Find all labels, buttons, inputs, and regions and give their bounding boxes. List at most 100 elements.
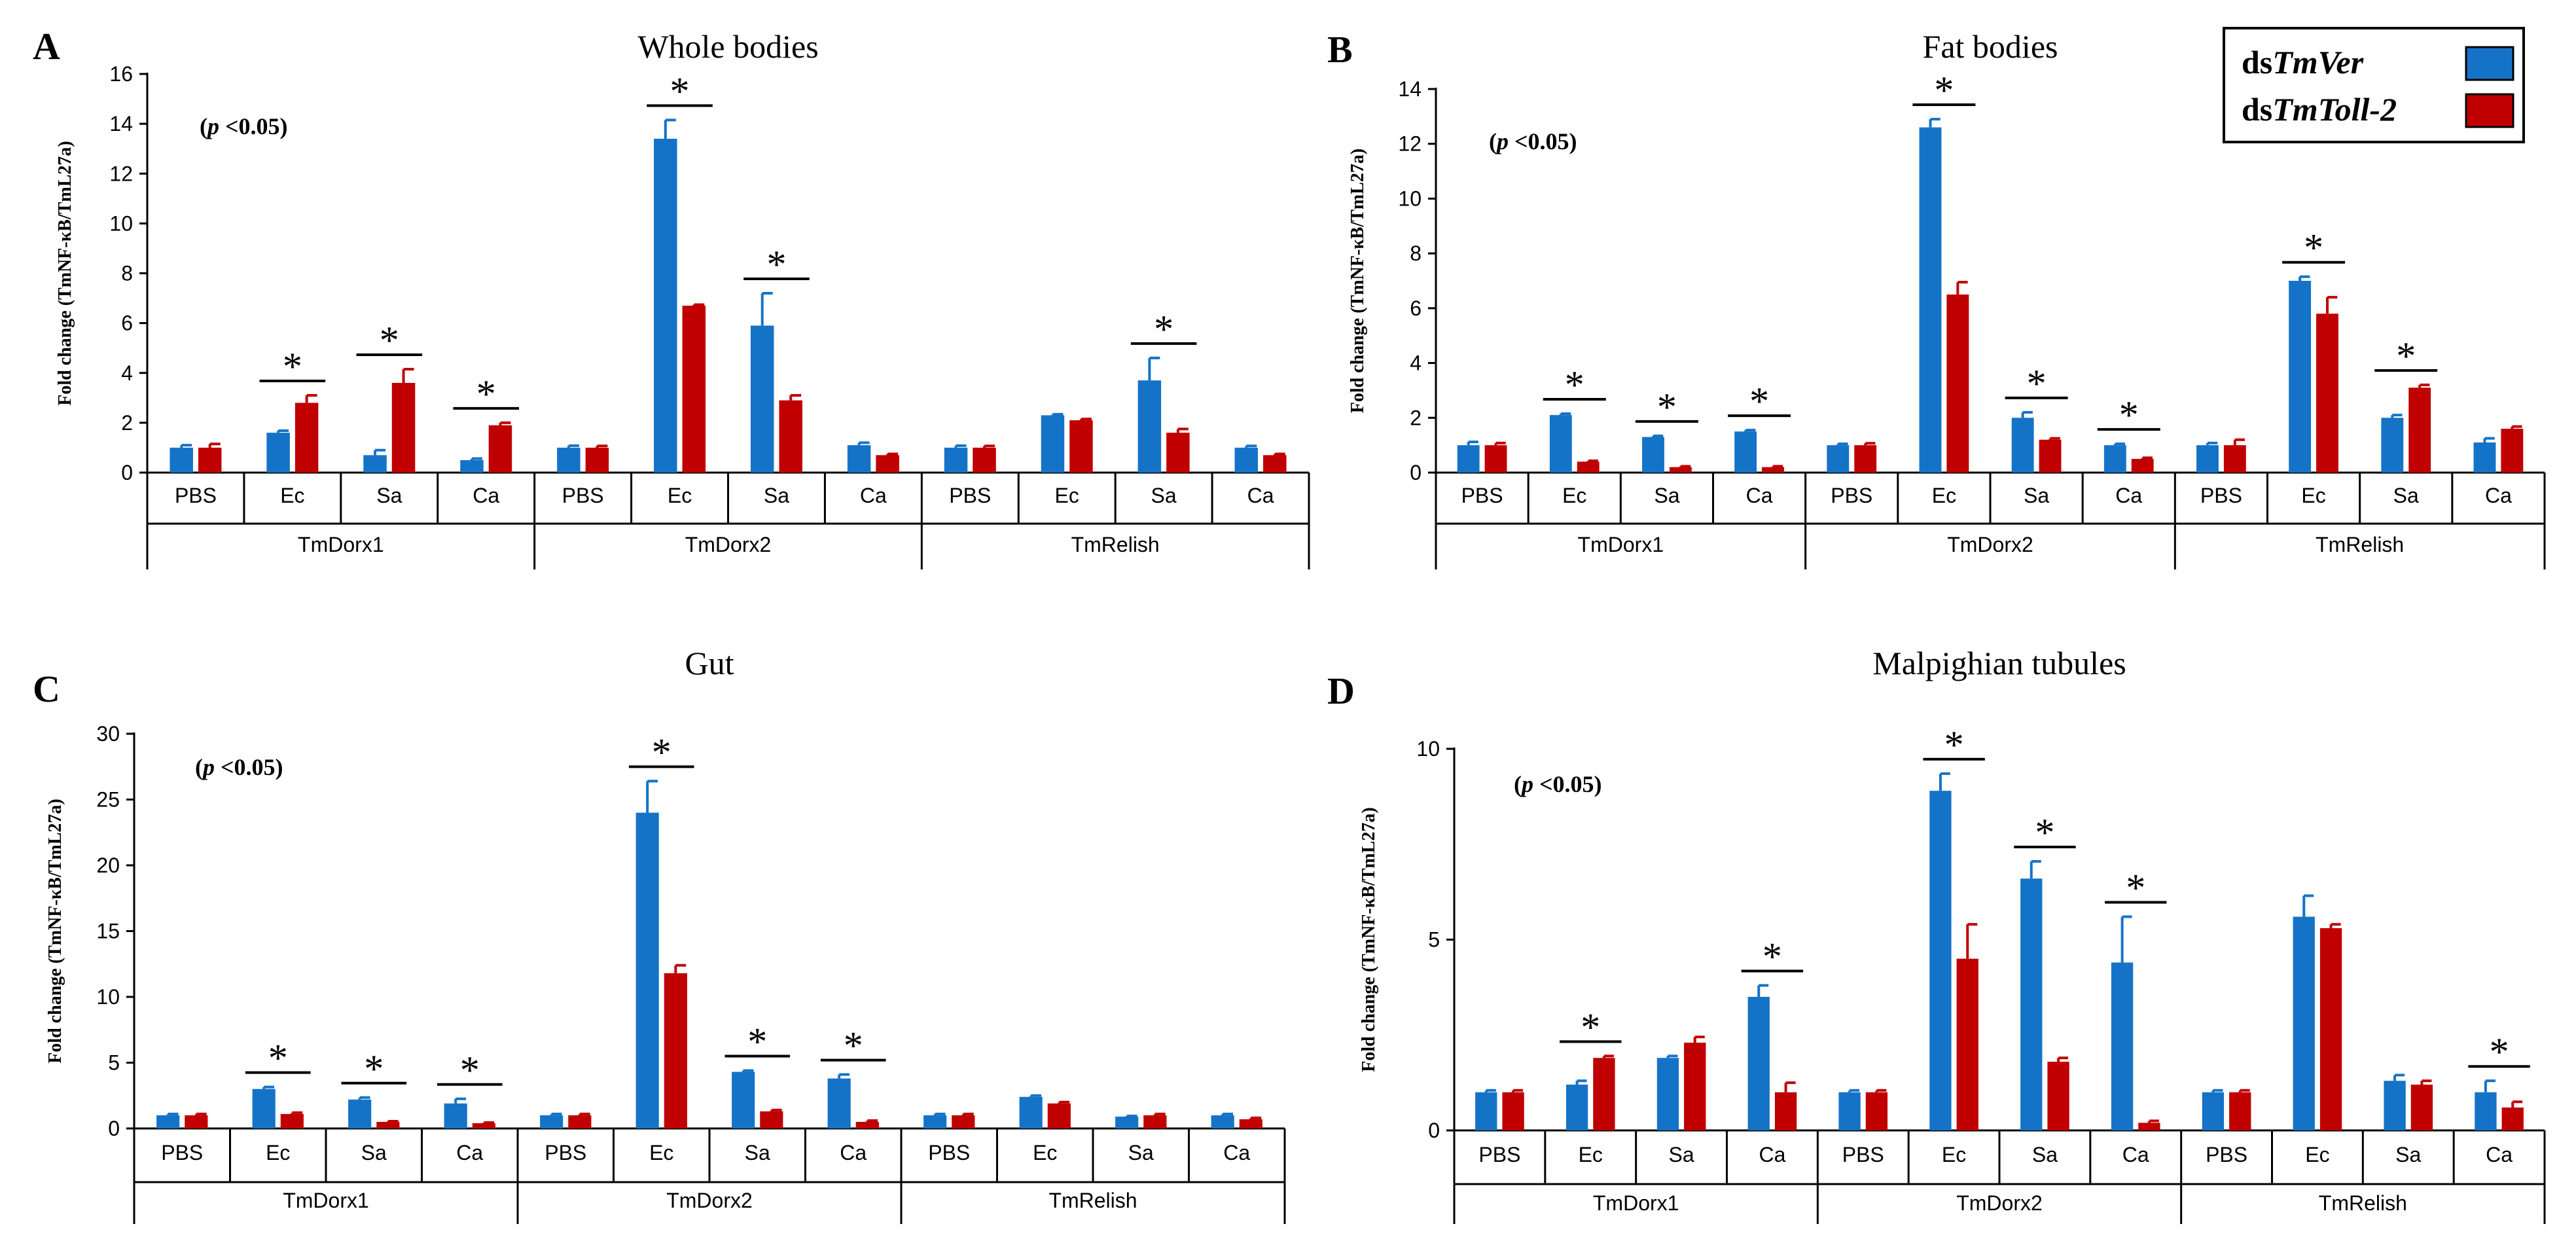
significance-star: * [476, 372, 496, 416]
bar-series-a [2475, 1092, 2497, 1130]
bar-series-b [1865, 1092, 1888, 1130]
bar-series-a [1115, 1116, 1139, 1128]
bar-series-a [444, 1103, 467, 1128]
bar-series-a [1747, 996, 1770, 1130]
bar-series-b [2319, 928, 2342, 1130]
significance-star: * [1657, 386, 1677, 429]
bar-series-b [973, 447, 996, 473]
panel-a: A Whole bodies (p <0.05) Fold change (TmNF-… [33, 25, 1310, 569]
significance-star: * [2304, 226, 2323, 270]
bar-series-a [2020, 878, 2043, 1130]
x-tick-label: PBS [1461, 484, 1503, 507]
bar-series-b [2408, 387, 2431, 473]
x-tick-label: Sa [745, 1141, 770, 1164]
bar-series-a [2196, 445, 2219, 473]
x-tick-label: PBS [2200, 484, 2242, 507]
y-tick-label: 12 [1398, 132, 1422, 156]
y-tick-label: 12 [109, 162, 133, 185]
x-tick-label: PBS [928, 1141, 970, 1164]
bar-series-b [779, 400, 802, 473]
bar-series-b [1143, 1115, 1167, 1128]
x-tick-label: PBS [2206, 1143, 2247, 1166]
bar-series-a [923, 1115, 947, 1128]
bar-series-a [1019, 1096, 1043, 1128]
x-tick-label: PBS [562, 484, 604, 507]
bar-series-a [156, 1115, 180, 1128]
significance-star: * [1944, 723, 1964, 766]
x-tick-label: Ca [2486, 1143, 2513, 1166]
bar-series-a [1565, 1085, 1588, 1130]
bar-series-a [252, 1089, 276, 1128]
chart-title: Gut [685, 645, 734, 681]
significance-star: * [1154, 308, 1173, 351]
bar-series-b [1069, 420, 1093, 473]
bar-series-b [2501, 429, 2524, 473]
bar-series-a [750, 325, 774, 473]
bar-series-b [376, 1121, 400, 1128]
bar-series-a [635, 812, 659, 1128]
x-tick-label: PBS [949, 484, 991, 507]
bar-series-a [1549, 415, 1572, 473]
bar-series-b [568, 1115, 592, 1128]
bar-series-b [2410, 1085, 2433, 1130]
group-label: TmDorx2 [685, 533, 772, 556]
bar-series-b [855, 1121, 879, 1128]
significance-star: * [2119, 393, 2139, 437]
x-tick-label: Sa [376, 484, 402, 507]
panel-letter: B [1327, 28, 1353, 71]
bar-series-b [472, 1123, 495, 1128]
group-label: TmDorx2 [666, 1189, 753, 1212]
bar-series-b [1956, 958, 1978, 1130]
bar-series-b [1263, 455, 1287, 473]
bar-series-a [654, 138, 677, 473]
bar-series-b [585, 447, 609, 473]
legend-swatch [2465, 46, 2514, 81]
significance-star: * [268, 1037, 288, 1080]
bar-series-b [280, 1113, 304, 1128]
significance-star: * [1762, 935, 1782, 978]
x-tick-label: Ec [1932, 484, 1956, 507]
bar-series-a [1041, 415, 1065, 473]
legend: dsTmVer dsTmToll-2 [2223, 27, 2525, 143]
bar-series-b [2316, 314, 2338, 473]
group-label: TmRelish [1048, 1189, 1137, 1212]
bar-series-a [2473, 442, 2496, 473]
bar-series-a [266, 433, 290, 473]
x-tick-label: Sa [1669, 1143, 1694, 1166]
significance-star: * [460, 1049, 480, 1092]
legend-label: dsTmVer [2242, 44, 2364, 81]
x-tick-label: Ca [1746, 484, 1773, 507]
bar-series-b [1946, 294, 1969, 473]
x-tick-label: Sa [764, 484, 789, 507]
significance-star: * [283, 345, 302, 388]
significance-note: (p <0.05) [195, 754, 283, 780]
x-tick-label: Sa [2032, 1143, 2058, 1166]
bar-series-b [1684, 1042, 1706, 1130]
bar-series-a [348, 1099, 372, 1128]
x-tick-label: Ca [473, 484, 499, 507]
significance-star: * [652, 730, 671, 774]
bar-series-b [876, 455, 899, 473]
x-tick-label: Sa [1128, 1141, 1154, 1164]
bar-series-a [2384, 1081, 2406, 1130]
y-tick-label: 10 [109, 211, 133, 235]
significance-star: * [2396, 334, 2416, 378]
bar-series-a [1137, 380, 1162, 473]
y-axis-label: Fold change (TmNF-κB/TmL27a) [1359, 807, 1379, 1072]
y-tick-label: 5 [108, 1051, 120, 1075]
y-tick-label: 6 [1410, 297, 1422, 320]
bar-series-b [1239, 1119, 1262, 1128]
x-tick-label: Ca [1759, 1143, 1785, 1166]
bar-series-b [1774, 1092, 1797, 1130]
x-tick-label: Sa [2393, 484, 2419, 507]
significance-note: (p <0.05) [200, 113, 288, 139]
x-tick-label: Sa [361, 1141, 387, 1164]
chart-title: Fat bodies [1923, 28, 2058, 65]
bar-series-b [2223, 445, 2246, 473]
y-tick-label: 0 [1428, 1119, 1440, 1142]
group-label: TmDorx1 [1593, 1191, 1679, 1215]
group-label: TmDorx2 [1947, 533, 2033, 556]
bar-series-b [198, 447, 222, 473]
bar-series-a [1838, 1092, 1861, 1130]
